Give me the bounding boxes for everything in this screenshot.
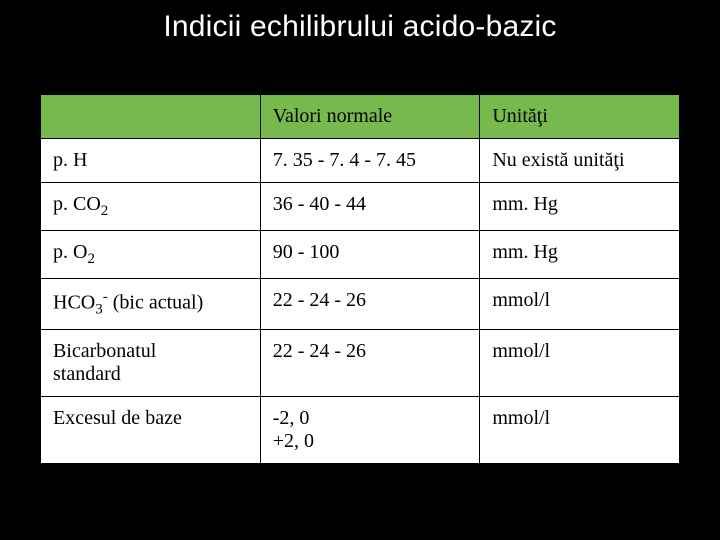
value-cell: 90 - 100 <box>260 231 480 279</box>
unit-cell: mmol/l <box>480 329 680 396</box>
table-row: p. CO2 36 - 40 - 44 mm. Hg <box>41 183 680 231</box>
value-cell: 22 - 24 - 26 <box>260 329 480 396</box>
unit-cell: mmol/l <box>480 279 680 330</box>
param-cell: p. H <box>41 139 261 183</box>
value-cell: 22 - 24 - 26 <box>260 279 480 330</box>
data-table: Valori normale Unităţi p. H 7. 35 - 7. 4… <box>40 94 680 464</box>
param-cell: Excesul de baze <box>41 396 261 463</box>
table-row: p. H 7. 35 - 7. 4 - 7. 45 Nu există unit… <box>41 139 680 183</box>
table-header-units: Unităţi <box>480 95 680 139</box>
slide: Indicii echilibrului acido-bazic Valori … <box>0 0 720 540</box>
table-header-empty <box>41 95 261 139</box>
value-cell: 7. 35 - 7. 4 - 7. 45 <box>260 139 480 183</box>
unit-cell: mm. Hg <box>480 183 680 231</box>
unit-cell: mmol/l <box>480 396 680 463</box>
param-cell: Bicarbonatulstandard <box>41 329 261 396</box>
param-cell: p. CO2 <box>41 183 261 231</box>
table-row: Bicarbonatulstandard 22 - 24 - 26 mmol/l <box>41 329 680 396</box>
table-body: p. H 7. 35 - 7. 4 - 7. 45 Nu există unit… <box>41 139 680 464</box>
value-cell: 36 - 40 - 44 <box>260 183 480 231</box>
table-row: HCO3- (bic actual) 22 - 24 - 26 mmol/l <box>41 279 680 330</box>
table-header-values: Valori normale <box>260 95 480 139</box>
slide-title: Indicii echilibrului acido-bazic <box>0 0 720 64</box>
param-cell: p. O2 <box>41 231 261 279</box>
unit-cell: mm. Hg <box>480 231 680 279</box>
unit-cell: Nu există unităţi <box>480 139 680 183</box>
table-row: p. O2 90 - 100 mm. Hg <box>41 231 680 279</box>
value-cell: -2, 0+2, 0 <box>260 396 480 463</box>
param-cell: HCO3- (bic actual) <box>41 279 261 330</box>
table-row: Excesul de baze -2, 0+2, 0 mmol/l <box>41 396 680 463</box>
table-header-row: Valori normale Unităţi <box>41 95 680 139</box>
